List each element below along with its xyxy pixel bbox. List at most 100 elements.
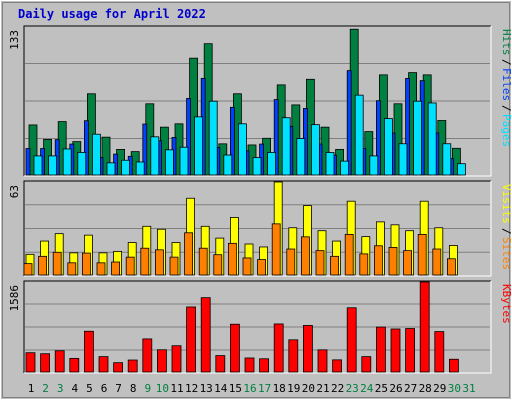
legend-separator: / (500, 228, 512, 235)
sites-bar-day-11 (169, 256, 179, 276)
x-tick-label-15: 15 (229, 382, 242, 395)
pages-bar-day-30 (456, 163, 466, 176)
pages-bar-day-27 (413, 100, 423, 176)
sites-bar-day-18 (271, 223, 281, 276)
kbytes-bar-day-9 (142, 338, 153, 373)
sites-bar-day-14 (213, 254, 223, 276)
sites-bar-day-3 (52, 251, 62, 276)
pages-bar-day-6 (106, 162, 116, 176)
files-bar-day-23 (346, 70, 352, 176)
sites-bar-day-8 (125, 256, 135, 276)
files-bar-day-12 (186, 98, 192, 176)
sites-bar-day-21 (315, 250, 325, 276)
pages-bar-day-19 (296, 138, 306, 176)
visits-panel-border-bottom (24, 181, 492, 277)
pages-bar-day-25 (383, 118, 393, 176)
pages-bar-day-28 (427, 102, 437, 176)
hits-bar-day-6 (101, 136, 111, 176)
legend-kbytes: KBytes (500, 284, 512, 324)
pages-bar-day-14 (223, 154, 233, 176)
legend-sites: Sites (500, 237, 512, 270)
legend-files: Files (500, 68, 512, 101)
x-tick-label-8: 8 (130, 382, 137, 395)
x-tick-label-19: 19 (287, 382, 300, 395)
page-title: Daily usage for April 2022 (18, 7, 206, 21)
sites-bar-day-5 (82, 252, 91, 276)
pages-bar-day-1 (33, 155, 43, 176)
sites-bar-day-17 (257, 259, 267, 276)
kbytes-bar-day-24 (361, 356, 372, 373)
pages-bar-day-17 (267, 152, 277, 176)
sites-bar-day-4 (67, 262, 77, 276)
sites-bar-day-13 (198, 247, 208, 276)
x-tick-label-1: 1 (28, 382, 35, 395)
pages-bar-day-15 (237, 123, 247, 176)
x-tick-label-25: 25 (375, 382, 388, 395)
sites-bar-day-26 (388, 246, 398, 276)
kbytes-bar-day-25 (375, 326, 386, 373)
kbytes-bar-day-13 (200, 297, 211, 373)
pages-bar-day-22 (340, 160, 350, 176)
pages-bar-day-18 (281, 117, 291, 176)
kbytes-bar-day-11 (171, 345, 182, 373)
x-tick-label-5: 5 (86, 382, 93, 395)
pages-bar-day-26 (398, 143, 408, 176)
kbytes-bar-day-23 (346, 307, 357, 373)
kbytes-bar-day-7 (113, 362, 123, 373)
sites-bar-day-7 (111, 261, 120, 276)
kbytes-bar-day-16 (244, 357, 255, 373)
pages-bar-day-4 (77, 152, 87, 176)
kbytes-bar-day-4 (69, 357, 80, 373)
sites-bar-day-19 (286, 248, 296, 276)
kbytes-bar-day-17 (259, 358, 270, 373)
x-tick-label-30: 30 (448, 382, 461, 395)
legend-hits: Hits (500, 29, 512, 56)
x-tick-label-10: 10 (156, 382, 169, 395)
pages-bar-day-10 (164, 149, 174, 176)
x-tick-label-3: 3 (57, 382, 64, 395)
pages-bar-day-21 (325, 152, 335, 176)
pages-bar-day-23 (354, 94, 364, 176)
pages-bar-day-29 (442, 143, 452, 176)
kbytes-bar-day-10 (156, 349, 167, 373)
pages-bar-day-20 (310, 124, 320, 176)
files-bar-day-18 (273, 99, 279, 176)
sites-bar-day-1 (23, 263, 33, 276)
x-tick-label-21: 21 (316, 382, 329, 395)
x-tick-label-4: 4 (71, 382, 78, 395)
kbytes-bar-day-12 (186, 306, 197, 373)
pages-bar-day-7 (121, 159, 130, 176)
sites-bar-day-30 (446, 258, 456, 276)
x-tick-label-11: 11 (170, 382, 183, 395)
x-tick-label-2: 2 (42, 382, 49, 395)
kbytes-panel-border-top (23, 280, 491, 373)
x-tick-label-28: 28 (419, 382, 432, 395)
pages-bar-day-13 (208, 100, 218, 176)
kbytes-bar-day-2 (40, 353, 50, 373)
sites-bar-day-9 (140, 247, 150, 276)
kbytes-panel-border-bottom (24, 281, 492, 374)
x-tick-label-29: 29 (433, 382, 446, 395)
legend-visits: Visits (500, 184, 512, 224)
kbytes-bar-day-27 (405, 328, 416, 373)
sites-bar-day-12 (184, 232, 194, 276)
x-tick-label-20: 20 (302, 382, 315, 395)
pages-bar-day-24 (369, 155, 379, 176)
x-tick-label-18: 18 (273, 382, 286, 395)
x-tick-label-6: 6 (101, 382, 108, 395)
kbytes-bar-day-30 (448, 358, 459, 373)
x-tick-label-14: 14 (214, 382, 228, 395)
kbytes-bar-day-20 (302, 325, 313, 373)
pages-bar-day-12 (194, 116, 204, 176)
files-bar-day-5 (84, 120, 89, 176)
sites-bar-day-22 (330, 255, 340, 276)
x-tick-label-13: 13 (200, 382, 213, 395)
kbytes-bar-day-3 (54, 350, 65, 373)
sites-bar-day-15 (227, 242, 237, 276)
pages-bar-day-2 (48, 155, 57, 176)
kbytes-bar-day-15 (229, 323, 240, 373)
files-bar-day-25 (375, 100, 381, 176)
x-tick-label-7: 7 (115, 382, 122, 395)
